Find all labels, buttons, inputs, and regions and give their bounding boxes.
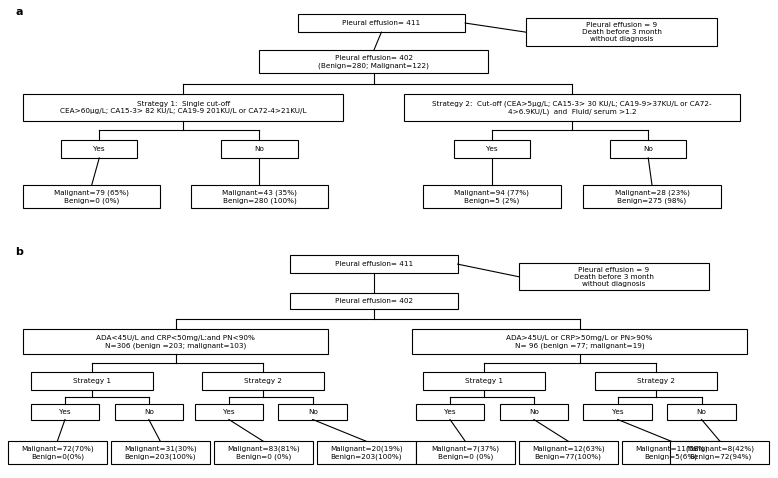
FancyBboxPatch shape xyxy=(61,140,138,158)
FancyBboxPatch shape xyxy=(23,94,343,121)
Text: Malignant=12(63%)
Benign=77(100%): Malignant=12(63%) Benign=77(100%) xyxy=(532,445,605,460)
FancyBboxPatch shape xyxy=(290,293,457,309)
FancyBboxPatch shape xyxy=(610,140,686,158)
Text: Yes: Yes xyxy=(93,146,105,152)
Text: Strategy 2: Strategy 2 xyxy=(244,378,282,384)
FancyBboxPatch shape xyxy=(191,185,328,208)
FancyBboxPatch shape xyxy=(8,441,107,464)
FancyBboxPatch shape xyxy=(30,371,152,390)
Text: Strategy 1: Strategy 1 xyxy=(72,378,110,384)
FancyBboxPatch shape xyxy=(584,403,652,420)
Text: b: b xyxy=(16,247,23,257)
Text: Pleural effusion= 411: Pleural effusion= 411 xyxy=(342,20,420,26)
Text: Pleural effusion = 9
Death before 3 month
without diagnosis: Pleural effusion = 9 Death before 3 mont… xyxy=(574,267,654,287)
Text: Malignant=72(70%)
Benign=0(0%): Malignant=72(70%) Benign=0(0%) xyxy=(21,445,93,460)
FancyBboxPatch shape xyxy=(519,441,618,464)
FancyBboxPatch shape xyxy=(297,14,465,32)
FancyBboxPatch shape xyxy=(526,19,717,46)
FancyBboxPatch shape xyxy=(454,140,530,158)
FancyBboxPatch shape xyxy=(194,403,263,420)
Text: Strategy 2: Strategy 2 xyxy=(637,378,675,384)
Text: Strategy 1: Strategy 1 xyxy=(465,378,503,384)
Text: Yes: Yes xyxy=(486,146,498,152)
FancyBboxPatch shape xyxy=(221,140,297,158)
Text: Malignant=8(42%)
Benign=72(94%): Malignant=8(42%) Benign=72(94%) xyxy=(686,445,754,460)
FancyBboxPatch shape xyxy=(23,329,328,354)
Text: No: No xyxy=(144,409,154,414)
FancyBboxPatch shape xyxy=(23,185,160,208)
Text: No: No xyxy=(529,409,539,414)
Text: Malignant=79 (65%)
Benign=0 (0%): Malignant=79 (65%) Benign=0 (0%) xyxy=(54,190,129,204)
FancyBboxPatch shape xyxy=(259,51,488,73)
Text: Malignant=20(19%)
Benign=203(100%): Malignant=20(19%) Benign=203(100%) xyxy=(330,445,402,460)
FancyBboxPatch shape xyxy=(279,403,347,420)
Text: a: a xyxy=(16,7,23,17)
FancyBboxPatch shape xyxy=(30,403,100,420)
FancyBboxPatch shape xyxy=(214,441,313,464)
Text: Malignant=31(30%)
Benign=203(100%): Malignant=31(30%) Benign=203(100%) xyxy=(124,445,197,460)
Text: Malignant=43 (35%)
Benign=280 (100%): Malignant=43 (35%) Benign=280 (100%) xyxy=(222,190,297,204)
Text: ADA>45U/L or CRP>50mg/L or PN>90%
N= 96 (benign =77; malignant=19): ADA>45U/L or CRP>50mg/L or PN>90% N= 96 … xyxy=(506,335,653,348)
FancyBboxPatch shape xyxy=(110,441,210,464)
Text: Malignant=11(58%)
Benign=5(6%): Malignant=11(58%) Benign=5(6%) xyxy=(635,445,707,460)
FancyBboxPatch shape xyxy=(415,403,484,420)
FancyBboxPatch shape xyxy=(423,185,560,208)
FancyBboxPatch shape xyxy=(499,403,568,420)
Text: Yes: Yes xyxy=(612,409,623,414)
Text: Pleural effusion= 411: Pleural effusion= 411 xyxy=(335,261,413,267)
FancyBboxPatch shape xyxy=(412,329,748,354)
Text: Yes: Yes xyxy=(223,409,235,414)
Text: Pleural effusion= 402: Pleural effusion= 402 xyxy=(335,298,413,304)
FancyBboxPatch shape xyxy=(202,371,324,390)
Text: No: No xyxy=(308,409,317,414)
FancyBboxPatch shape xyxy=(317,441,415,464)
Text: Malignant=28 (23%)
Benign=275 (98%): Malignant=28 (23%) Benign=275 (98%) xyxy=(615,190,689,204)
FancyBboxPatch shape xyxy=(622,441,720,464)
Text: Pleural effusion= 402
(Benign=280; Malignant=122): Pleural effusion= 402 (Benign=280; Malig… xyxy=(318,55,429,69)
Text: Strategy 2:  Cut-off (CEA>5μg/L; CA15-3> 30 KU/L; CA19-9>37KU/L or CA72-
4>6.9KU: Strategy 2: Cut-off (CEA>5μg/L; CA15-3> … xyxy=(432,100,712,115)
Text: No: No xyxy=(254,146,265,152)
FancyBboxPatch shape xyxy=(671,441,769,464)
Text: No: No xyxy=(643,146,654,152)
FancyBboxPatch shape xyxy=(668,403,736,420)
Text: No: No xyxy=(696,409,706,414)
FancyBboxPatch shape xyxy=(114,403,183,420)
FancyBboxPatch shape xyxy=(423,371,545,390)
Text: Malignant=7(37%)
Benign=0 (0%): Malignant=7(37%) Benign=0 (0%) xyxy=(431,445,499,460)
FancyBboxPatch shape xyxy=(519,263,710,291)
Text: Yes: Yes xyxy=(59,409,71,414)
FancyBboxPatch shape xyxy=(290,255,457,273)
Text: Pleural effusion = 9
Death before 3 month
without diagnosis: Pleural effusion = 9 Death before 3 mont… xyxy=(582,22,661,42)
Text: ADA<45U/L and CRP<50mg/L:and PN<90%
N=306 (benign =203; malignant=103): ADA<45U/L and CRP<50mg/L:and PN<90% N=30… xyxy=(96,335,255,348)
FancyBboxPatch shape xyxy=(595,371,717,390)
Text: Yes: Yes xyxy=(444,409,456,414)
Text: Malignant=83(81%)
Benign=0 (0%): Malignant=83(81%) Benign=0 (0%) xyxy=(227,445,300,460)
FancyBboxPatch shape xyxy=(584,185,720,208)
FancyBboxPatch shape xyxy=(405,94,740,121)
Text: Strategy 1:  Single cut-off
CEA>60μg/L; CA15-3> 82 KU/L; CA19-9 201KU/L or CA72-: Strategy 1: Single cut-off CEA>60μg/L; C… xyxy=(60,101,307,114)
FancyBboxPatch shape xyxy=(415,441,515,464)
Text: Malignant=94 (77%)
Benign=5 (2%): Malignant=94 (77%) Benign=5 (2%) xyxy=(454,190,529,204)
